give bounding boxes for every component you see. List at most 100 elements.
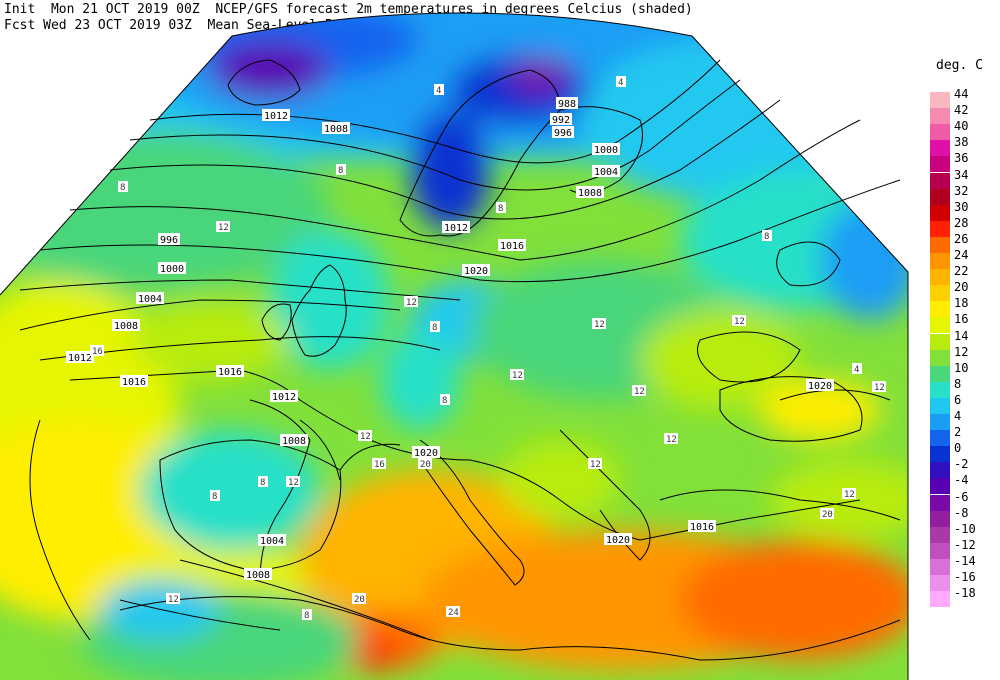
legend-swatch [930, 172, 950, 189]
isobar-label: 1000 [158, 262, 186, 275]
legend-label: 0 [954, 441, 962, 456]
svg-text:1008: 1008 [282, 436, 306, 447]
legend-label: 42 [954, 103, 969, 118]
legend-label: 24 [954, 248, 969, 262]
legend-swatch [930, 317, 950, 334]
legend-label: 6 [954, 392, 962, 407]
svg-text:20: 20 [354, 595, 365, 605]
temp-label: 4 [434, 84, 444, 96]
svg-text:1004: 1004 [138, 294, 162, 305]
legend-swatch [930, 269, 950, 286]
isobar-label: 1016 [688, 520, 716, 533]
legend-label: 44 [954, 87, 969, 101]
isobar-label: 1020 [462, 264, 490, 277]
legend-label: -6 [954, 489, 969, 504]
svg-text:8: 8 [442, 396, 447, 406]
svg-text:996: 996 [160, 235, 178, 246]
temp-label: 4 [852, 363, 862, 375]
svg-text:12: 12 [288, 478, 299, 488]
isobar-label: 1004 [136, 292, 164, 305]
isobar-label: 1012 [66, 351, 94, 364]
temp-label: 20 [352, 593, 366, 605]
svg-text:8: 8 [764, 232, 769, 242]
temp-label: 12 [286, 476, 300, 488]
legend-swatch [930, 494, 950, 511]
legend-label: -18 [954, 586, 976, 601]
isobar-label: 1012 [442, 221, 470, 234]
legend-swatch [930, 575, 950, 591]
temp-label: 16 [372, 458, 386, 470]
legend-swatch [930, 558, 950, 575]
isobar-label: 988 [556, 97, 578, 110]
svg-text:1008: 1008 [324, 124, 348, 135]
svg-text:1020: 1020 [414, 448, 438, 459]
legend-swatch [930, 510, 950, 527]
legend-swatch [930, 446, 950, 463]
legend-label: -14 [954, 553, 976, 568]
svg-text:12: 12 [844, 490, 855, 500]
svg-text:1008: 1008 [578, 188, 602, 199]
legend-label: -16 [954, 570, 976, 584]
temp-label: 12 [510, 369, 524, 381]
legend-swatch [930, 381, 950, 398]
isobar-label: 1000 [592, 143, 620, 156]
svg-text:12: 12 [168, 595, 179, 605]
legend-label: 16 [954, 312, 969, 327]
legend-swatch [930, 462, 950, 479]
legend-swatch [930, 397, 950, 414]
temp-label: 12 [632, 385, 646, 397]
isobar-label: 1008 [112, 319, 140, 332]
svg-text:12: 12 [634, 387, 645, 397]
legend-swatch [930, 220, 950, 237]
temp-label: 8 [210, 490, 220, 502]
temp-label: 12 [842, 488, 856, 500]
svg-text:1012: 1012 [264, 111, 288, 122]
svg-text:1008: 1008 [246, 570, 270, 581]
isobar-label: 1016 [216, 365, 244, 378]
svg-text:12: 12 [734, 317, 745, 327]
temp-label: 8 [118, 181, 128, 193]
legend-label: 20 [954, 280, 969, 295]
svg-text:8: 8 [212, 492, 217, 502]
temp-label: 8 [440, 394, 450, 406]
svg-text:1008: 1008 [114, 321, 138, 332]
legend-label: -10 [954, 521, 976, 536]
svg-text:1016: 1016 [500, 241, 524, 252]
temp-label: 12 [166, 593, 180, 605]
legend-label: 22 [954, 264, 969, 279]
legend-label: 10 [954, 360, 969, 375]
legend-label: -2 [954, 457, 969, 472]
legend-label: 34 [954, 167, 969, 182]
svg-text:4: 4 [618, 78, 623, 88]
isobar-label: 1016 [120, 375, 148, 388]
isobar-label: 1012 [262, 109, 290, 122]
svg-text:8: 8 [260, 478, 265, 488]
temp-label: 12 [358, 430, 372, 442]
coastlines [119, 59, 901, 661]
svg-text:1020: 1020 [606, 535, 630, 546]
svg-text:988: 988 [558, 99, 576, 110]
svg-text:8: 8 [498, 204, 503, 214]
legend-swatch [930, 156, 950, 173]
svg-text:12: 12 [590, 460, 601, 470]
legend-swatch [930, 253, 950, 269]
svg-text:992: 992 [552, 115, 570, 126]
legend-label: 12 [954, 344, 969, 359]
legend-label: 8 [954, 376, 962, 391]
isobar-label: 996 [158, 233, 180, 246]
isobar-label: 996 [552, 126, 574, 139]
isobar-label: 1020 [604, 533, 632, 546]
temp-label: 12 [592, 318, 606, 330]
svg-text:1016: 1016 [122, 377, 146, 388]
temp-label: 8 [302, 609, 312, 621]
legend-swatch [930, 430, 950, 447]
temp-label: 16 [90, 345, 104, 357]
legend-swatch [930, 414, 950, 430]
legend-label: 18 [954, 296, 969, 311]
svg-text:12: 12 [666, 435, 677, 445]
legend-swatch [930, 349, 950, 366]
temp-label: 12 [732, 315, 746, 327]
svg-text:12: 12 [874, 383, 885, 393]
legend-swatch [930, 124, 950, 141]
